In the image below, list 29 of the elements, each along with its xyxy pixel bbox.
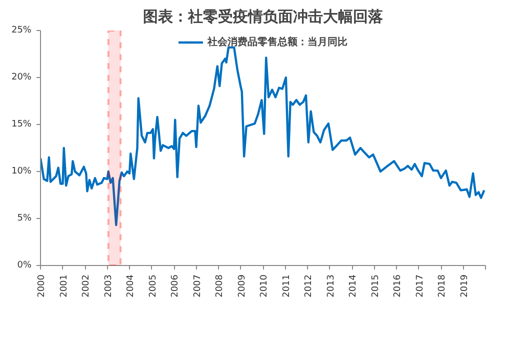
x-tick-label: 2007 xyxy=(192,274,203,298)
x-tick-label: 2019 xyxy=(460,274,470,298)
x-tick-label: 2001 xyxy=(59,274,70,298)
y-tick-label: 20% xyxy=(11,72,32,82)
y-tick-label: 15% xyxy=(11,120,32,130)
line-series xyxy=(40,46,486,226)
x-tick-label: 2004 xyxy=(126,274,136,298)
x-tick-label: 2000 xyxy=(37,274,47,298)
x-tick-label: 2018 xyxy=(438,274,448,298)
x-tick-label: 2015 xyxy=(370,274,381,298)
y-tick-label: 0% xyxy=(17,260,32,270)
chart-title: 图表：社零受疫情负面冲击大幅回落 xyxy=(143,8,384,26)
x-tick-label: 2005 xyxy=(148,274,158,298)
y-tick-label: 5% xyxy=(17,214,32,224)
x-tick-label: 2006 xyxy=(170,274,180,298)
y-tick-label: 25% xyxy=(11,26,32,36)
x-tick-label: 2016 xyxy=(393,274,403,298)
legend-label: 社会消费品零售总额：当月同比 xyxy=(208,35,348,49)
x-tick-label: 2012 xyxy=(304,274,314,298)
x-tick-label: 2002 xyxy=(82,274,92,298)
y-tick-label: 10% xyxy=(11,166,32,176)
x-tick-label: 2014 xyxy=(348,274,358,298)
x-tick-label: 2009 xyxy=(237,274,248,298)
x-tick-label: 2010 xyxy=(260,274,270,298)
x-tick-label: 2017 xyxy=(415,274,426,298)
x-tick-label: 2008 xyxy=(215,274,225,298)
x-tick-label: 2013 xyxy=(326,274,336,298)
x-tick-label: 2011 xyxy=(282,274,292,298)
x-tick-label: 2003 xyxy=(104,274,114,298)
